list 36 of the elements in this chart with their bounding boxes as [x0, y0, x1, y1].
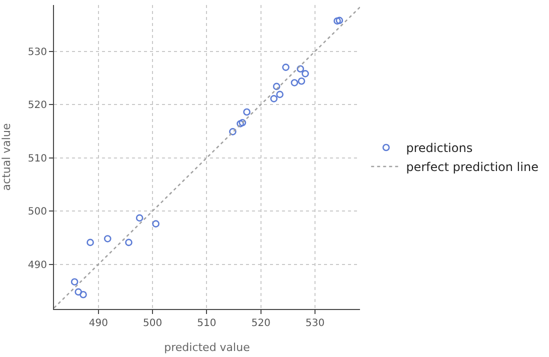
point	[152, 220, 160, 228]
point	[86, 238, 94, 246]
point	[125, 238, 132, 246]
y-tick-label: 490	[28, 260, 47, 271]
point	[336, 16, 344, 24]
legend-label: perfect prediction line	[406, 160, 538, 174]
point	[290, 79, 298, 86]
point	[302, 70, 309, 78]
x-tick-label: 490	[88, 318, 108, 329]
x-tick-label: 500	[143, 318, 162, 329]
point	[296, 65, 304, 73]
x-axis-title: predicted value	[164, 341, 250, 354]
point	[229, 128, 236, 136]
y-tick-label: 520	[28, 100, 47, 112]
point	[104, 235, 112, 242]
x-tick-label: 510	[197, 318, 216, 329]
point	[70, 278, 78, 286]
point	[80, 290, 87, 298]
y-tick-label: 530	[28, 46, 47, 58]
legend-label: predictions	[406, 141, 473, 156]
y-axis-title: actual value	[0, 123, 13, 191]
y-tick-label: 500	[28, 206, 47, 218]
point	[238, 119, 246, 126]
x-tick-label: 530	[306, 318, 325, 329]
point	[298, 77, 306, 85]
point	[236, 120, 244, 128]
point	[243, 108, 250, 116]
point	[74, 288, 82, 296]
x-tick-label: 520	[251, 318, 270, 329]
point	[136, 214, 144, 222]
point	[272, 82, 280, 90]
point	[334, 17, 341, 25]
y-tick-label: 510	[28, 153, 47, 164]
point	[276, 90, 284, 98]
point	[282, 64, 290, 71]
point	[270, 95, 278, 102]
